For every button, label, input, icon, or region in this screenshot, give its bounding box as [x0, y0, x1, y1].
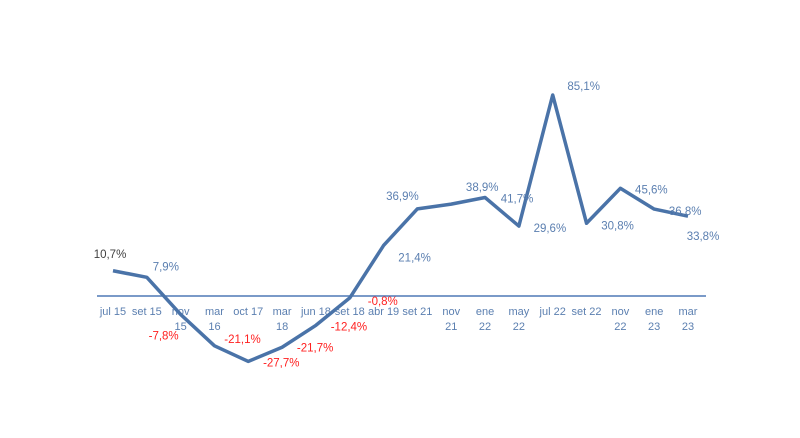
data-label: -21,1% [224, 334, 260, 346]
x-tick-label: ene 22 [476, 306, 494, 333]
x-tick-label: nov 22 [611, 306, 629, 333]
data-label: 30,8% [601, 220, 634, 232]
x-tick-label: set 18 [335, 306, 365, 318]
data-label: 36,9% [386, 191, 419, 203]
data-label: 29,6% [534, 223, 567, 235]
data-label: 7,9% [153, 261, 179, 273]
x-tick-label: ene 23 [645, 306, 663, 333]
data-label: 85,1% [567, 81, 600, 93]
x-tick-label: set 15 [132, 306, 162, 318]
x-tick-label: abr 19 [368, 306, 399, 318]
x-tick-label: set 21 [402, 306, 432, 318]
data-label: -12,4% [331, 321, 367, 333]
x-tick-label: mar 23 [679, 306, 698, 333]
data-label: 41,7% [501, 194, 534, 206]
data-label: 21,4% [398, 252, 431, 264]
data-label: 33,8% [687, 231, 720, 243]
data-label: 36,8% [669, 206, 702, 218]
x-tick-label: jun 18 [300, 306, 331, 318]
x-tick-label: nov 21 [442, 306, 460, 333]
data-label: -27,7% [263, 357, 299, 369]
x-tick-label: jul 15 [99, 306, 126, 318]
data-label: -0,8% [368, 296, 398, 308]
x-tick-label: set 22 [572, 306, 602, 318]
x-tick-label: jul 22 [539, 306, 566, 318]
data-label: 38,9% [466, 182, 499, 194]
data-label: 10,7% [94, 249, 127, 261]
x-tick-label: oct 17 [233, 306, 263, 318]
series-line [112, 93, 689, 364]
data-label: 45,6% [635, 184, 668, 196]
data-label: -7,8% [149, 330, 179, 342]
x-tick-label: mar 18 [273, 306, 292, 333]
x-tick-label: mar 16 [205, 306, 224, 333]
x-tick-label: may 22 [508, 306, 529, 333]
data-label: -21,7% [297, 342, 333, 354]
